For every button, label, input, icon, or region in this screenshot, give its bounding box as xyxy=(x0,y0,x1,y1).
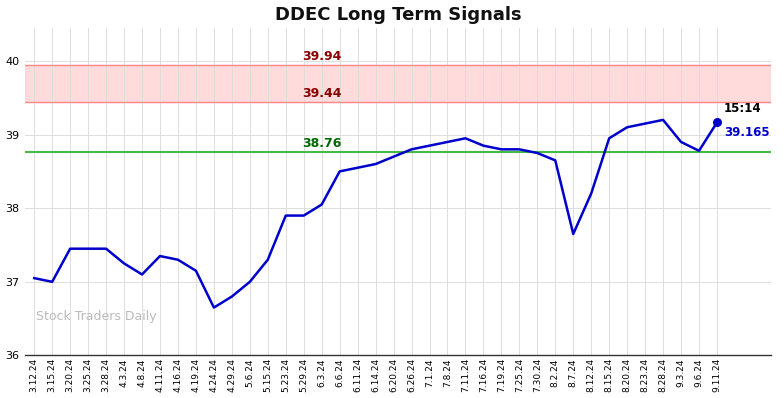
Text: 15:14: 15:14 xyxy=(724,102,762,115)
Point xyxy=(711,119,724,126)
Bar xyxy=(25,65,771,102)
Text: 38.76: 38.76 xyxy=(302,137,341,150)
Text: Stock Traders Daily: Stock Traders Daily xyxy=(36,310,157,323)
Text: 39.44: 39.44 xyxy=(302,87,342,100)
Text: 39.94: 39.94 xyxy=(302,50,341,63)
Title: DDEC Long Term Signals: DDEC Long Term Signals xyxy=(274,6,521,23)
Text: 39.165: 39.165 xyxy=(724,126,770,139)
